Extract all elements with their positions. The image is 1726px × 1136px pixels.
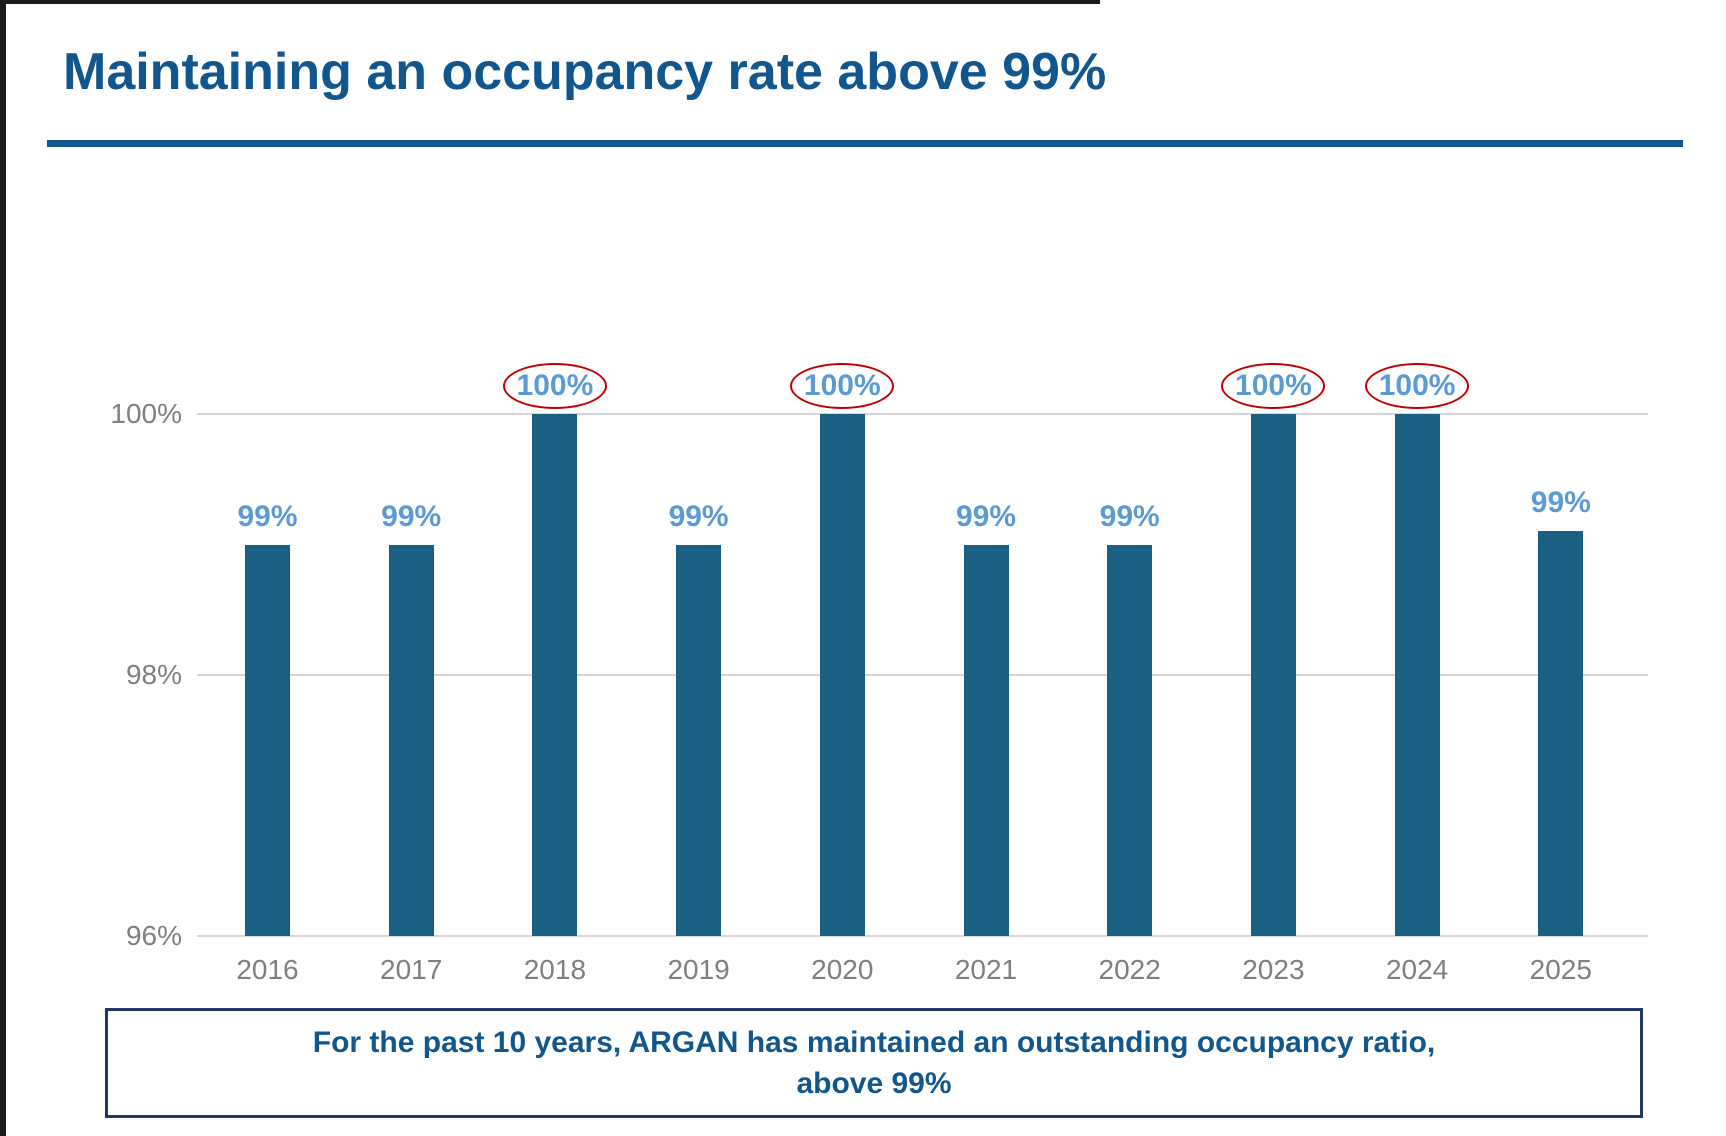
x-axis-year-label: 2025 <box>1529 954 1592 985</box>
top-edge-bar <box>0 0 1100 4</box>
x-axis-year-label: 2022 <box>1098 954 1161 985</box>
bar-value-label: 99% <box>1530 486 1591 520</box>
bar-value-label: 99% <box>237 499 298 533</box>
x-axis-year-label: 2016 <box>236 954 299 985</box>
bar-2024 <box>1394 414 1440 936</box>
bar-value-label: 100% <box>1378 369 1456 402</box>
highlight-ellipse <box>502 363 607 409</box>
bar-value-label: 100% <box>1235 369 1312 402</box>
gridline-100% <box>197 413 1648 415</box>
bar-2025 <box>1538 531 1584 936</box>
bar-2020 <box>819 414 865 936</box>
caption-line-2: above 99% <box>796 1067 952 1100</box>
bar-value-label: 99% <box>668 499 729 533</box>
bar-value-label: 99% <box>1099 499 1160 533</box>
bar-2016 <box>245 544 290 936</box>
x-axis-year-label: 2018 <box>523 954 587 985</box>
x-axis-year-label: 2024 <box>1385 954 1449 985</box>
x-axis-year-label: 2017 <box>380 954 443 985</box>
x-axis-year-label: 2019 <box>667 954 730 985</box>
bar-value-label: 100% <box>516 369 594 402</box>
bar-2017 <box>388 544 434 936</box>
caption-box: For the past 10 years, ARGAN has maintai… <box>105 1008 1643 1118</box>
y-axis-tick-label: 100% <box>110 398 182 429</box>
page-title: Maintaining an occupancy rate above 99% <box>63 43 1107 101</box>
x-axis-year-label: 2021 <box>954 954 1018 985</box>
highlight-ellipse <box>1365 363 1470 409</box>
bar-value-label: 99% <box>955 499 1017 533</box>
bar-2022 <box>1107 544 1153 936</box>
bar-value-label: 99% <box>381 499 442 533</box>
gridline-96% <box>197 935 1648 937</box>
bar-2021 <box>963 544 1009 936</box>
bar-2023 <box>1250 414 1296 936</box>
highlight-ellipse <box>1221 363 1326 409</box>
bar-2019 <box>676 544 722 936</box>
bar-2018 <box>532 414 578 936</box>
y-axis-tick-label: 96% <box>125 920 182 951</box>
title-rule <box>47 140 1683 147</box>
gridline-98% <box>197 674 1648 676</box>
x-axis-year-label: 2020 <box>811 954 874 985</box>
y-axis-tick-label: 98% <box>125 659 182 690</box>
bar-value-label: 100% <box>803 369 881 402</box>
left-edge-bar <box>0 0 6 1136</box>
highlight-ellipse <box>790 363 895 409</box>
caption-line-1: For the past 10 years, ARGAN has maintai… <box>312 1026 1436 1059</box>
x-axis-year-label: 2023 <box>1242 954 1305 985</box>
